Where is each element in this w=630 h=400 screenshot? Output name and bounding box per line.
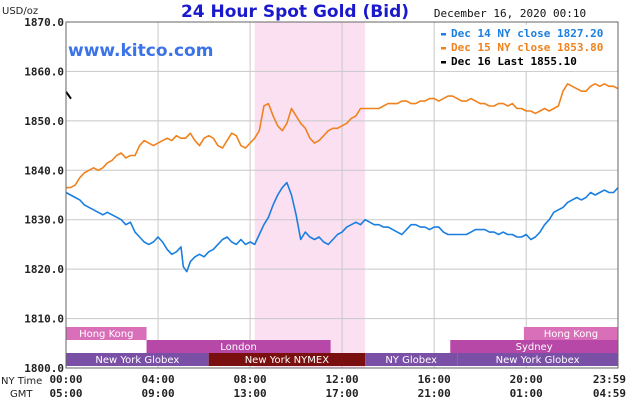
y-axis: 1800.0 1810.0 1820.0 1830.0 1840.0 1850.0 1860… [24,16,64,375]
price-series [65,83,619,273]
session-label: New York NYMEX [245,355,330,366]
y-tick-label: 1820.0 [24,263,64,276]
session-bar [365,353,458,366]
ny-time-label: NY Time [1,376,42,387]
trading-sessions: Hong Kong Hong Kong London Sydney New York G… [66,327,618,366]
session-label: NY Globex [385,355,437,366]
units-label: USD/oz [2,6,38,17]
y-tick-label: 1860.0 [24,65,64,78]
x-tick-label-gmt: 09:00 [141,387,174,400]
session-label: Sydney [516,342,553,353]
x-tick-label-ny: 08:00 [234,373,267,386]
legend-box [436,25,616,71]
session-bar [523,327,618,340]
gmt-label: GMT [10,389,33,400]
nymex-highlight-band [254,22,366,368]
session-bar [457,353,618,366]
session-label: London [220,342,257,353]
session-label: Hong Kong [79,329,133,340]
chart-title: 24 Hour Spot Gold (Bid) [181,2,409,22]
x-tick-label-gmt: 17:00 [326,387,359,400]
series-line-dec15 [66,83,619,189]
x-tick-label-ny: 20:00 [510,373,543,386]
legend-entry: Dec 14 NY close 1827.20 [451,27,603,40]
session-label: New York Globex [496,355,580,366]
session-label: New York Globex [95,355,179,366]
x-tick-label-gmt: 04:59 [593,387,626,400]
x-tick-label-gmt: 21:00 [418,387,451,400]
x-tick-label-gmt: 13:00 [234,387,267,400]
session-bar [208,353,366,366]
last-marker [65,91,72,100]
x-tick-label-ny: 00:00 [49,373,82,386]
y-tick-label: 1810.0 [24,313,64,326]
last-price-marker [65,91,72,100]
session-bar [66,327,147,340]
legend-swatch [441,33,446,36]
x-tick-label-gmt: 01:00 [510,387,543,400]
x-tick-label-ny: 16:00 [418,373,451,386]
watermark: www.kitco.com [68,41,213,61]
y-tick-label: 1850.0 [24,115,64,128]
timestamp: December 16, 2020 00:10 [434,7,586,20]
session-bar [450,340,618,353]
session-bar [66,353,209,366]
session-bar [146,340,331,353]
x-tick-label-gmt: 05:00 [49,387,82,400]
legend-swatch [441,61,446,64]
y-tick-label: 1840.0 [24,164,64,177]
x-tick-label-ny: 12:00 [326,373,359,386]
x-tick-label-ny: 04:00 [141,373,174,386]
legend-entry: Dec 16 Last 1855.10 [451,55,577,68]
plot-border [65,21,619,369]
legend-swatch [441,47,446,50]
legend-entry: Dec 15 NY close 1853.80 [451,41,603,54]
session-label: Hong Kong [544,329,598,340]
y-tick-label: 1800.0 [24,362,64,375]
y-tick-label: 1870.0 [24,16,64,29]
y-tick-label: 1830.0 [24,214,64,227]
series-line-dec14 [65,181,619,273]
x-tick-label-ny: 23:59 [593,373,626,386]
